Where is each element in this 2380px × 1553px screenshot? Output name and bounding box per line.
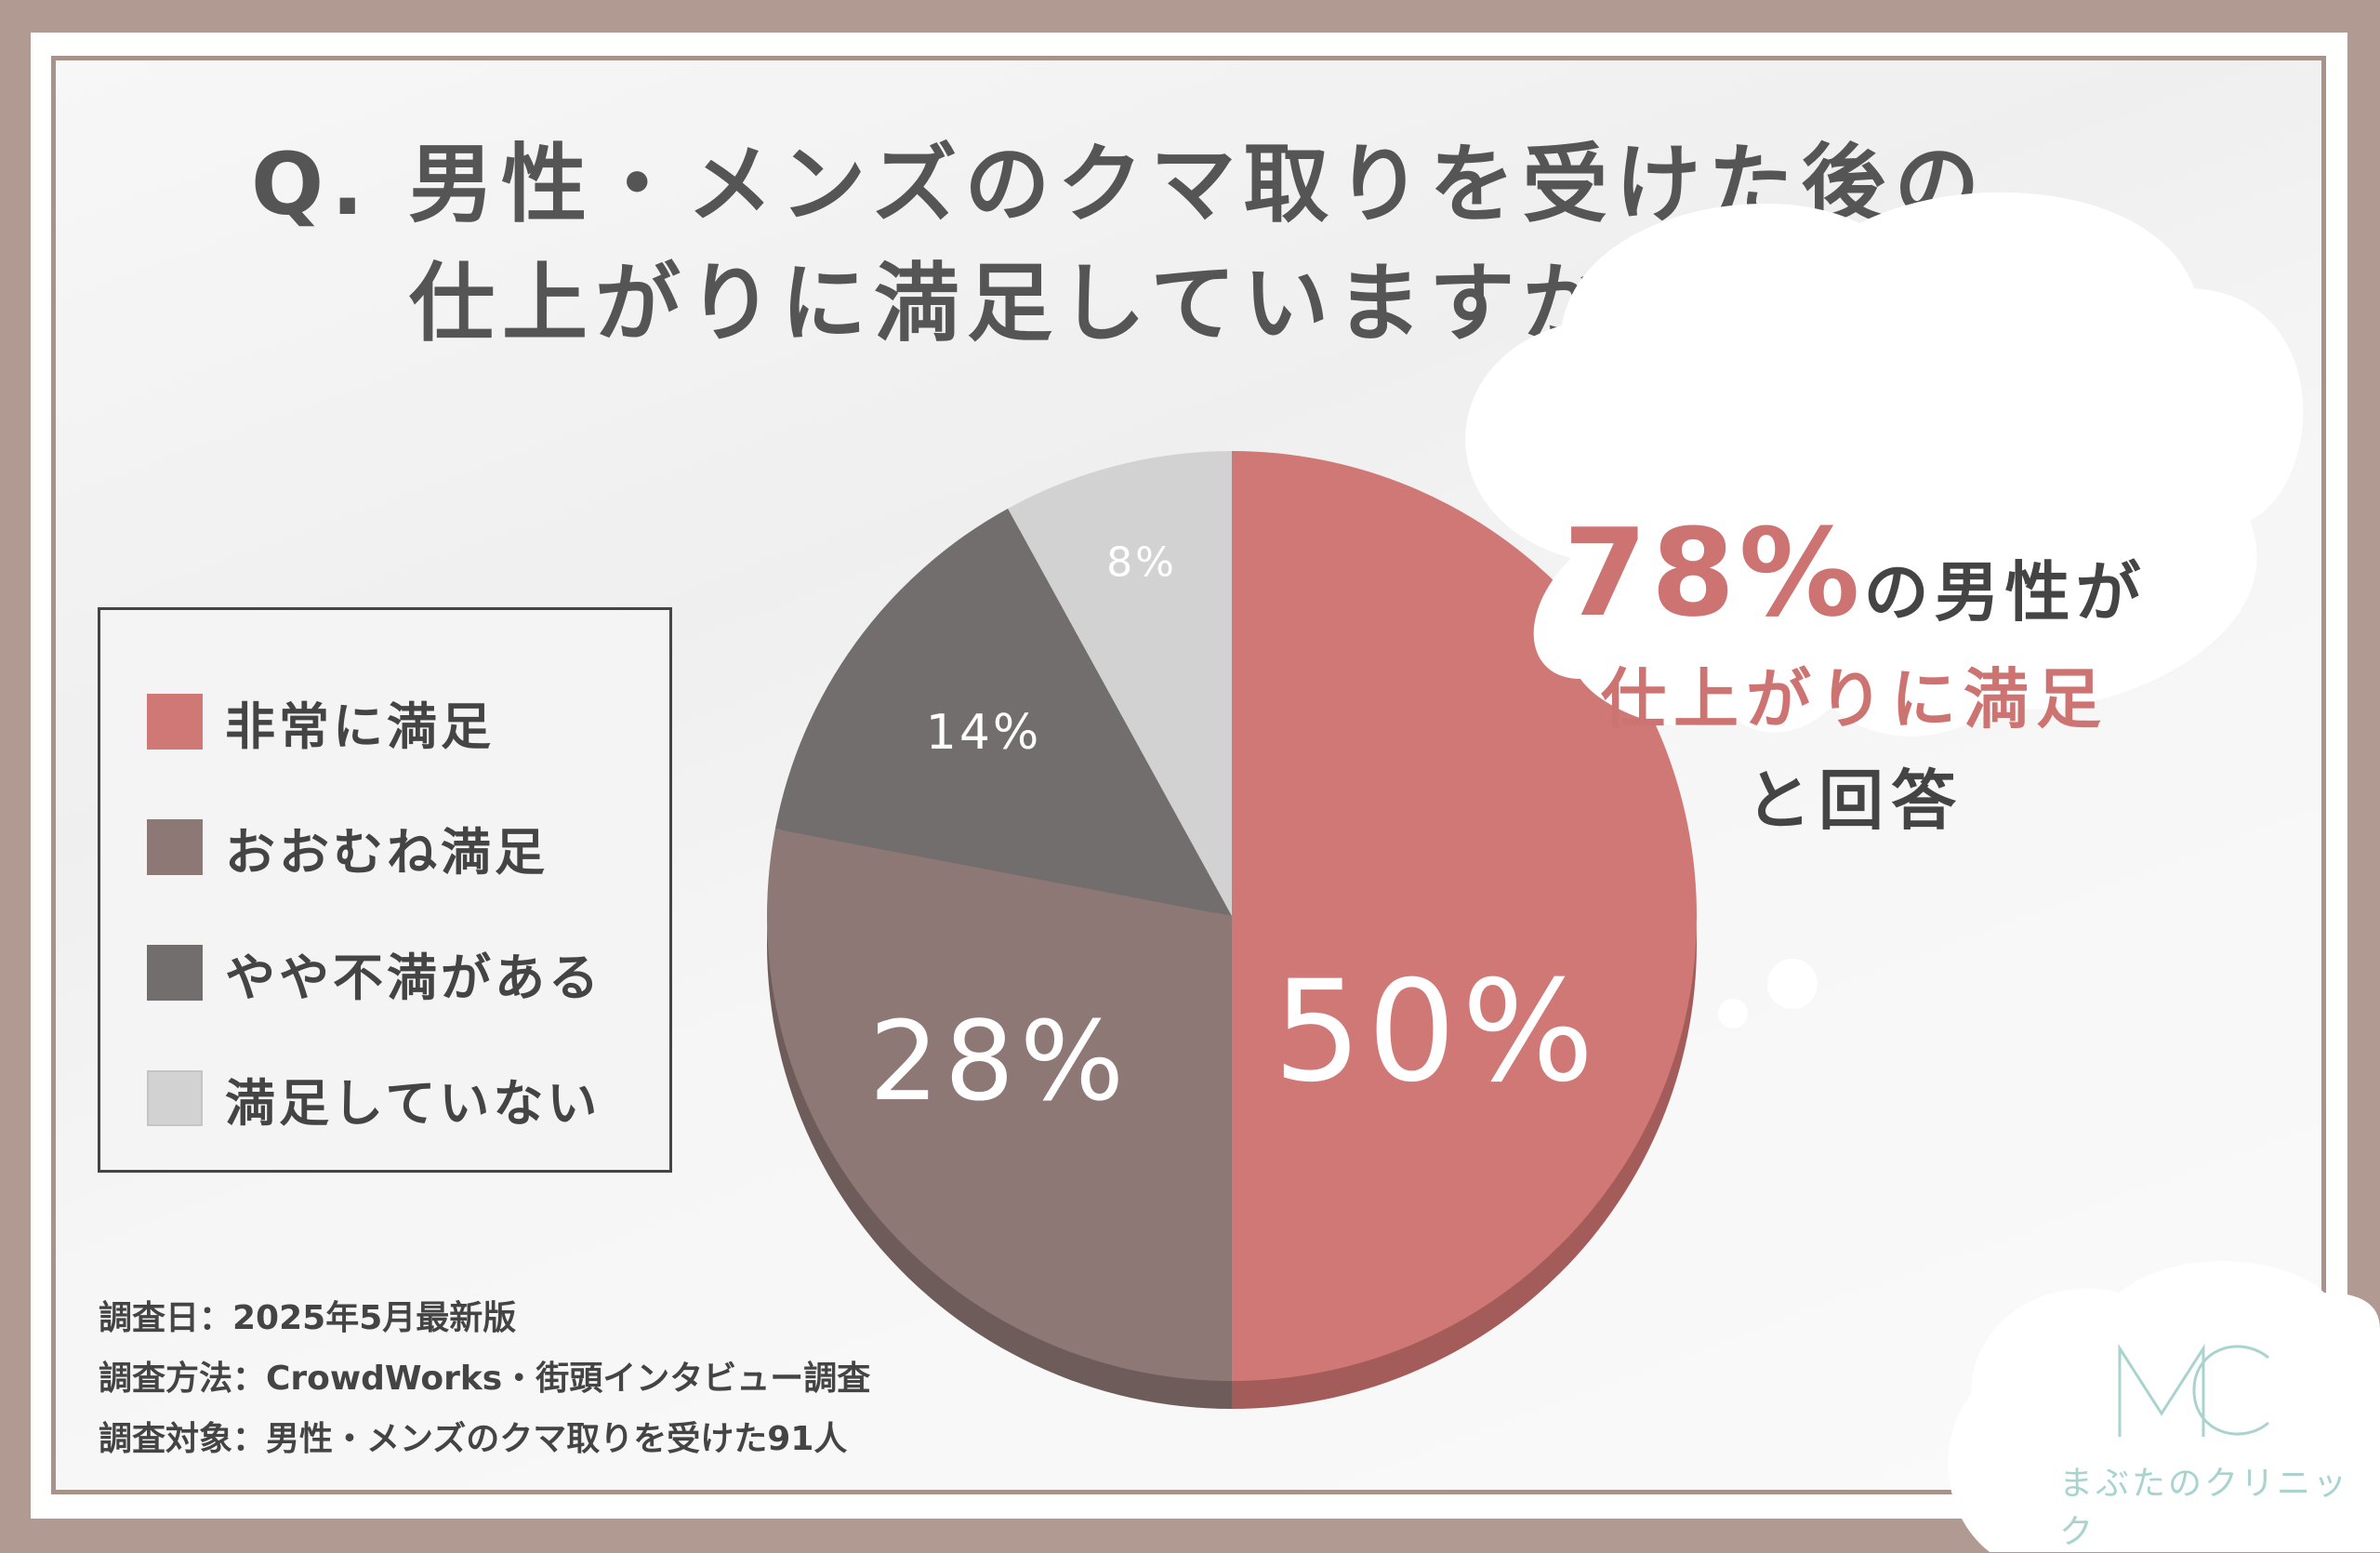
pie-slice (774, 508, 1232, 916)
title-line-2: 仕上がりに満足していますか？ (409, 254, 1709, 353)
survey-date: 調査日：2025年5月最新版 (99, 1299, 517, 1337)
legend-swatch (147, 819, 203, 875)
callout-percent: 78% (1563, 502, 1864, 644)
callout-suffix: の男性が (1863, 554, 2147, 630)
legend-item-slightly-unsatisfied: やや不満がある (147, 945, 602, 1007)
legend-item-unsatisfied: 満足していない (147, 1070, 601, 1133)
pie-slice (1008, 451, 1232, 916)
callout-dot-small (1718, 999, 1748, 1029)
chart-legend: 非常に満足 おおむね満足 やや不満がある 満足していない (98, 607, 672, 1173)
pie-data-label: 14% (926, 705, 1042, 761)
legend-label: おおむね満足 (225, 822, 549, 882)
survey-target: 調査対象：男性・メンズのクマ取りを受けた91人 (99, 1420, 848, 1458)
clinic-logo (1948, 1261, 2380, 1552)
callout-bubble (1465, 192, 2304, 1029)
logo-background (1948, 1261, 2380, 1552)
legend-swatch (147, 1070, 203, 1126)
logo-mark-icon (2118, 1343, 2269, 1437)
survey-notes: 調査日：2025年5月最新版 調査方法：CrowdWorks・街頭インタビュー調… (99, 1288, 870, 1469)
pie-data-label: 8% (1106, 538, 1177, 586)
pie-data-label: 50% (1273, 951, 1599, 1113)
legend-swatch (147, 694, 203, 750)
legend-label: やや不満がある (225, 948, 602, 1007)
callout-line-1: 78%の男性が (1497, 502, 2213, 644)
legend-swatch (147, 945, 203, 1001)
pie-data-label: 28% (869, 997, 1130, 1125)
pie-slice (1232, 451, 1697, 1381)
legend-item-very-satisfied: 非常に満足 (147, 694, 495, 756)
legend-label: 非常に満足 (225, 697, 495, 756)
callout-dot-large (1767, 959, 1818, 1009)
callout-text: 78%の男性が 仕上がりに満足 と回答 (1497, 502, 2213, 843)
clinic-name: まぶたのクリニック (2059, 1465, 2350, 1551)
survey-method: 調査方法：CrowdWorks・街頭インタビュー調査 (99, 1360, 871, 1398)
callout-line-2: 仕上がりに満足 (1601, 661, 2109, 737)
callout-line-3: と回答 (1746, 763, 1964, 839)
pie-slice (767, 829, 1232, 1381)
legend-label: 満足していない (225, 1073, 602, 1133)
legend-item-mostly-satisfied: おおむね満足 (147, 819, 549, 882)
callout-bubble-shape (1465, 192, 2304, 737)
